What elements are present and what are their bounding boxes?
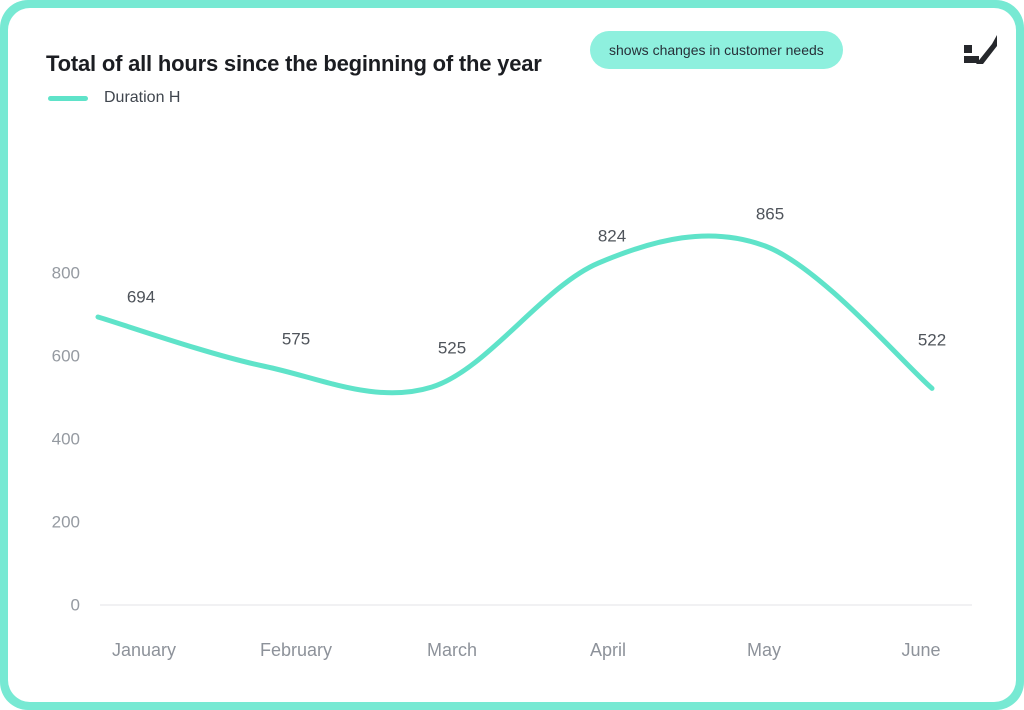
y-tick-label: 200 xyxy=(52,513,80,532)
x-tick-label: February xyxy=(260,640,332,660)
x-tick-label: April xyxy=(590,640,626,660)
data-label: 865 xyxy=(756,205,784,224)
edit-pen-icon-glyph xyxy=(964,35,997,64)
data-point-value-labels: 694 575 525 824 865 522 xyxy=(127,205,946,358)
data-label: 522 xyxy=(918,331,946,350)
chart-card xyxy=(8,8,1016,702)
x-tick-label: June xyxy=(901,640,940,660)
data-label: 694 xyxy=(127,288,155,307)
legend-item-duration-h[interactable]: Duration H xyxy=(48,89,180,107)
data-label: 575 xyxy=(282,330,310,349)
edit-pen-icon[interactable] xyxy=(963,33,997,65)
y-tick-label: 0 xyxy=(71,596,80,615)
y-axis-tick-labels: 800 600 400 200 0 xyxy=(52,264,80,615)
x-tick-label: January xyxy=(112,640,176,660)
x-tick-label: May xyxy=(747,640,781,660)
subtitle-badge-label: shows changes in customer needs xyxy=(609,42,824,58)
legend-label: Duration H xyxy=(104,89,181,106)
y-tick-label: 800 xyxy=(52,264,80,283)
series-line-duration-h[interactable] xyxy=(95,233,935,396)
page-title: Total of all hours since the beginning o… xyxy=(46,50,542,76)
data-label: 525 xyxy=(438,339,466,358)
x-axis-month-labels: January February March April May June xyxy=(112,640,941,660)
data-label: 824 xyxy=(598,227,626,246)
subtitle-badge: shows changes in customer needs xyxy=(590,31,843,69)
y-tick-label: 600 xyxy=(52,347,80,366)
y-tick-label: 400 xyxy=(52,430,80,449)
legend-line-swatch xyxy=(48,95,88,101)
x-tick-label: March xyxy=(427,640,477,660)
